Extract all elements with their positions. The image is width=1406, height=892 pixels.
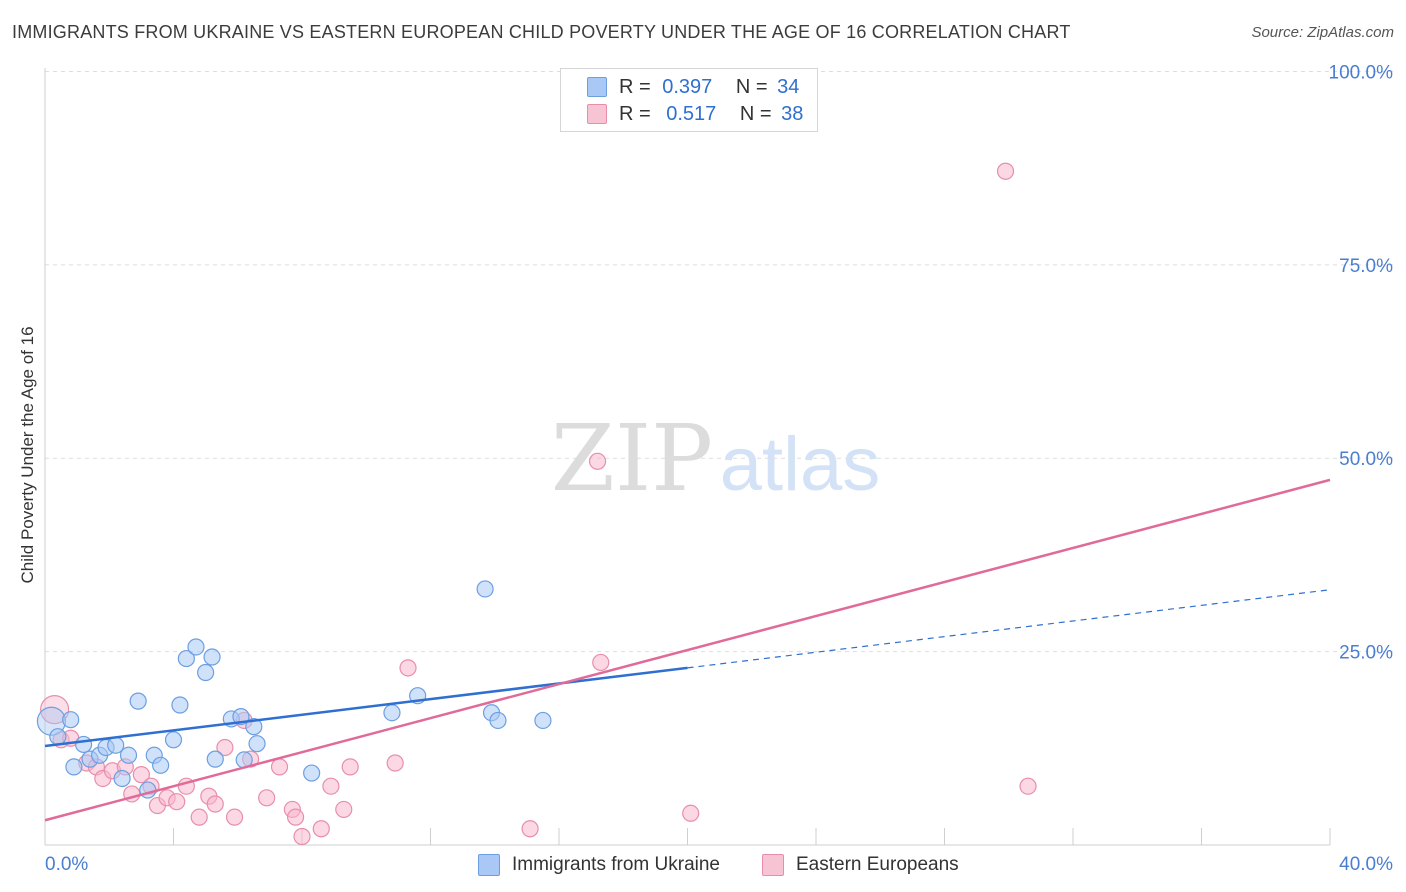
immigrants-ukraine-point (65, 758, 83, 776)
watermark-atlas: atlas (720, 422, 881, 507)
immigrants-ukraine-point (206, 750, 224, 768)
legend-n-value: 38 (781, 102, 804, 125)
immigrants-ukraine-point (119, 746, 138, 764)
eastern-europeans-point (322, 777, 340, 795)
eastern-europeans-point (132, 766, 150, 784)
legend-n-value: 34 (777, 75, 800, 98)
bottom-legend-swatch-blue (478, 854, 500, 876)
eastern-europeans-point (996, 162, 1015, 180)
immigrants-ukraine-point (476, 580, 494, 598)
immigrants-ukraine-point (177, 649, 195, 668)
watermark-zip: ZIP (551, 405, 713, 512)
legend-r-value: 0.397 (662, 75, 713, 98)
immigrants-ukraine-point (74, 735, 93, 754)
eastern-europeans-point (312, 820, 330, 838)
legend-n-label: N = (735, 75, 768, 98)
bottom-legend-label: Eastern Europeans (796, 854, 959, 875)
immigrants-ukraine-point (303, 764, 321, 782)
immigrants-ukraine-point (534, 711, 552, 730)
eastern-europeans-point (386, 754, 404, 772)
bottom-legend-ukraine: Immigrants from Ukraine (478, 852, 720, 878)
immigrants-ukraine-point (62, 711, 80, 729)
y-axis-label: Child Poverty Under the Age of 16 (18, 326, 37, 584)
series-eastern-europeans-points (40, 162, 1037, 846)
immigrants-ukraine-point (171, 696, 189, 714)
y-tick-label: 100.0% (1329, 62, 1394, 83)
immigrants-ukraine-point (203, 648, 221, 666)
legend-r-label: R = (619, 102, 651, 125)
tick-labels: 25.0% 50.0% 75.0% 100.0% 0.0% 40.0% (45, 62, 1393, 875)
eastern-europeans-point (216, 738, 234, 757)
eastern-europeans-point (399, 659, 417, 677)
legend-r-value: 0.517 (666, 102, 717, 125)
eastern-europeans-point (258, 789, 276, 807)
eastern-europeans-point (592, 653, 610, 672)
series-immigrants-ukraine-points (36, 580, 552, 799)
y-tick-label: 25.0% (1339, 643, 1393, 664)
eastern-europeans-point (335, 800, 353, 819)
eastern-europeans-point (206, 795, 224, 813)
bottom-legend-label: Immigrants from Ukraine (512, 854, 720, 875)
chart-title: IMMIGRANTS FROM UKRAINE VS EASTERN EUROP… (12, 22, 1071, 42)
legend-swatch-pink (587, 104, 607, 124)
eastern-europeans-point (521, 820, 539, 838)
immigrants-ukraine-point (197, 663, 215, 682)
bottom-legend-swatch-pink (762, 854, 784, 876)
immigrants-ukraine-point (152, 756, 170, 774)
legend-text: R = 0.397 N = 34 (619, 76, 799, 99)
eastern-europeans-point (168, 793, 186, 811)
immigrants-ukraine-point (113, 769, 131, 788)
source-label: Source: ZipAtlas.com (1251, 24, 1394, 41)
legend-r-label: R = (619, 75, 651, 98)
immigrants-ukraine-point (129, 692, 147, 710)
eastern-europeans-point (270, 758, 289, 776)
eastern-europeans-point (190, 808, 208, 826)
eastern-europeans-point (588, 452, 607, 470)
immigrants-ukraine-point (164, 731, 183, 749)
y-tick-label: 75.0% (1339, 256, 1393, 277)
legend-n-label: N = (739, 102, 772, 125)
trend-lines (44, 478, 1331, 822)
eastern-europeans-point (40, 695, 70, 725)
eastern-europeans-point (293, 827, 311, 846)
x-tick-label: 40.0% (1339, 854, 1393, 875)
immigrants-ukraine-point (49, 728, 67, 746)
eastern-europeans-point (286, 808, 305, 826)
eastern-europeans-point (682, 804, 700, 822)
legend-swatch-blue (587, 77, 607, 97)
axes (44, 68, 1331, 846)
immigrants-ukraine-point (187, 638, 205, 656)
eastern-europeans-point (1019, 777, 1037, 795)
immigrants-ukraine-point (245, 718, 263, 736)
x-tick-label: 0.0% (45, 854, 88, 875)
gridlines (45, 70, 1395, 653)
eastern-europeans-point (341, 758, 359, 776)
legend-text: R = 0.517 N = 38 (619, 103, 803, 126)
trend-line-ukraine (44, 666, 688, 748)
trend-line-ukraine-extension (687, 589, 1331, 669)
immigrants-ukraine-point (489, 711, 507, 730)
immigrants-ukraine-point (383, 704, 401, 722)
watermark: ZIP atlas (551, 405, 880, 512)
correlation-legend: R = 0.397 N = 34 R = 0.517 N = 38 (560, 68, 818, 132)
y-tick-label: 50.0% (1339, 449, 1393, 470)
trend-line-eastern (44, 478, 1331, 822)
immigrants-ukraine-point (248, 735, 266, 753)
eastern-europeans-point (225, 808, 244, 826)
bottom-legend-eastern: Eastern Europeans (762, 852, 959, 878)
